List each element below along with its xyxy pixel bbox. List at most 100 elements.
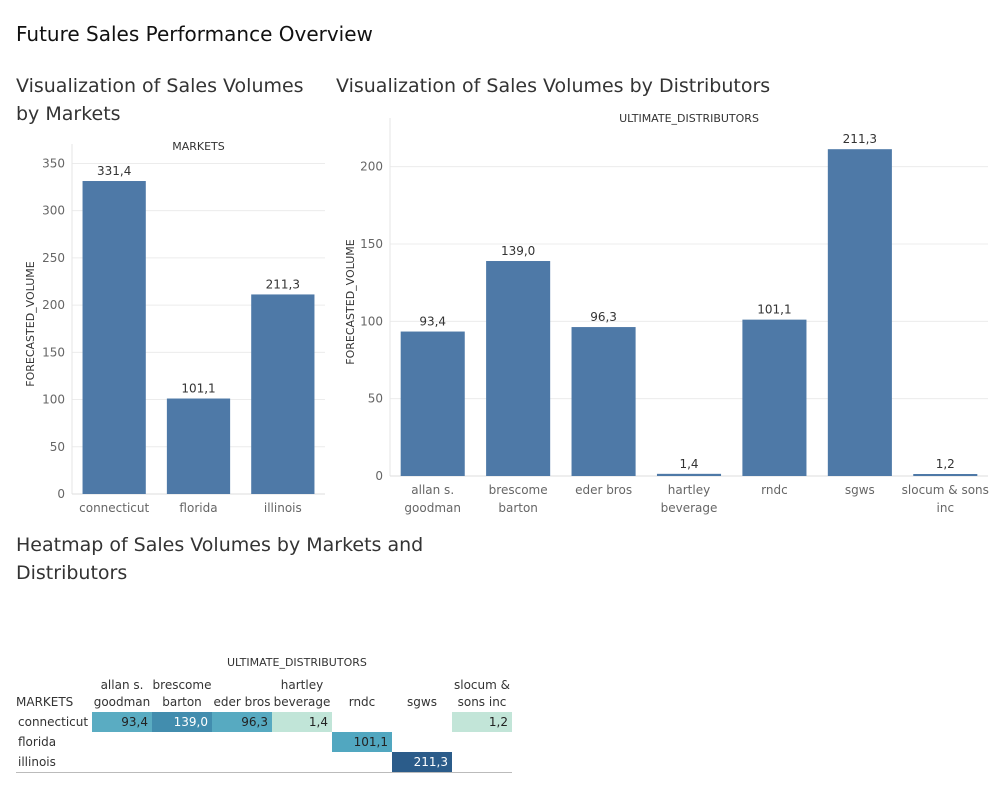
- bar[interactable]: [827, 149, 892, 476]
- heatmap-column-label-line: eder bros: [213, 695, 271, 709]
- y-tick-label: 250: [42, 251, 65, 265]
- heatmap-column-label-line: barton: [162, 695, 202, 709]
- heatmap-cell: [452, 732, 512, 752]
- heatmap-cell: [152, 752, 212, 773]
- heatmap-cell[interactable]: 211,3: [392, 752, 452, 773]
- heatmap-title-line2: Distributors: [16, 562, 128, 584]
- x-category-label: illinois: [264, 501, 302, 515]
- x-category-label: sgws: [845, 483, 875, 497]
- heatmap-row-label: florida: [18, 735, 57, 749]
- x-category-label-line: florida: [179, 501, 217, 515]
- heatmap-column-label: sgws: [392, 677, 452, 712]
- heatmap-cell[interactable]: 93,4: [92, 712, 152, 732]
- bar[interactable]: [486, 261, 551, 476]
- heatmap-cell: [332, 712, 392, 732]
- heatmap-cell[interactable]: 139,0: [152, 712, 212, 732]
- bar[interactable]: [656, 473, 722, 476]
- x-category-label-line: barton: [498, 501, 538, 515]
- heatmap-column-label-line: allan s.: [100, 678, 144, 692]
- x-category-label-line: connecticut: [79, 501, 149, 515]
- markets-chart-title-line1: Visualization of Sales Volumes: [16, 75, 304, 97]
- bar-value-label: 96,3: [590, 310, 617, 324]
- distributors-bar-chart: ULTIMATE_DISTRIBUTORS FORECASTED_VOLUME 0 5…: [344, 112, 989, 515]
- bar-value-label: 331,4: [97, 164, 131, 178]
- x-category-label-line: eder bros: [575, 483, 632, 497]
- y-tick-label: 50: [50, 440, 65, 454]
- x-category-label-line: allan s.: [411, 483, 454, 497]
- chart-1-header: ULTIMATE_DISTRIBUTORS: [619, 112, 759, 125]
- heatmap-column-label: brescome barton: [152, 677, 212, 712]
- bar-value-label: 1,4: [679, 457, 698, 471]
- heatmap-row: connecticut 93,4 139,0 96,3 1,4 1,2: [16, 712, 512, 732]
- markets-bar-chart: MARKETS FORECASTED_VOLUME 0 50 100 150 200 250 3…: [24, 140, 325, 515]
- heatmap-cell: [332, 752, 392, 773]
- markets-chart-title: Visualization of Sales Volumes by Market…: [16, 72, 304, 128]
- y-tick-label: 300: [42, 204, 65, 218]
- bar[interactable]: [82, 181, 146, 494]
- heatmap-column-label-line: sgws: [407, 695, 437, 709]
- heatmap-column-label: rndc: [332, 677, 392, 712]
- bar[interactable]: [400, 331, 465, 476]
- heatmap-cell: [212, 752, 272, 773]
- x-category-label: florida: [179, 501, 217, 515]
- heatmap-row: florida 101,1: [16, 732, 512, 752]
- heatmap-row-label: connecticut: [18, 715, 89, 729]
- heatmap-column-label-line: rndc: [348, 695, 376, 709]
- bar[interactable]: [742, 319, 807, 476]
- bar-value-label: 93,4: [419, 315, 446, 329]
- heatmap-row: illinois 211,3: [16, 752, 512, 773]
- chart-0-header: MARKETS: [172, 140, 225, 153]
- heatmap-cell[interactable]: 1,4: [272, 712, 332, 732]
- y-tick-label: 200: [360, 160, 383, 174]
- bar[interactable]: [913, 474, 978, 476]
- page-title: Future Sales Performance Overview: [16, 22, 373, 46]
- bar[interactable]: [166, 398, 231, 494]
- heatmap-column-label-line: hartley: [280, 678, 324, 692]
- bar-value-label: 101,1: [181, 382, 215, 396]
- heatmap-cell: [272, 732, 332, 752]
- bar-value-label: 101,1: [757, 303, 791, 317]
- heatmap-cell: [92, 752, 152, 773]
- x-category-label: slocum & sons inc: [902, 483, 989, 515]
- x-category-label-line: brescome: [489, 483, 548, 497]
- x-category-label-line: slocum & sons: [902, 483, 989, 497]
- x-category-label: brescome barton: [489, 483, 548, 515]
- y-tick-label: 0: [57, 487, 65, 501]
- bar-value-label: 211,3: [843, 132, 877, 146]
- heatmap-column-label-line: sons inc: [457, 695, 507, 709]
- bar-value-label: 139,0: [501, 244, 535, 258]
- bar[interactable]: [571, 327, 636, 476]
- y-tick-label: 150: [360, 237, 383, 251]
- bar-value-label: 1,2: [936, 457, 955, 471]
- y-tick-label: 100: [42, 393, 65, 407]
- y-tick-label: 100: [360, 314, 383, 328]
- heatmap-cell: [92, 732, 152, 752]
- x-category-label-line: beverage: [661, 501, 718, 515]
- heatmap-cell[interactable]: 96,3: [212, 712, 272, 732]
- heatmap-column-label-line: brescome: [152, 678, 212, 692]
- x-category-label: rndc: [761, 483, 788, 497]
- heatmap-title: Heatmap of Sales Volumes by Markets and …: [16, 531, 423, 587]
- y-tick-label: 50: [368, 392, 383, 406]
- heatmap-title-line1: Heatmap of Sales Volumes by Markets and: [16, 534, 424, 556]
- heatmap-column-label: allan s. goodman: [92, 677, 152, 712]
- x-category-label-line: rndc: [761, 483, 788, 497]
- y-tick-label: 150: [42, 345, 65, 359]
- heatmap-cell: [212, 732, 272, 752]
- heatmap-column-header-title: ULTIMATE_DISTRIBUTORS: [227, 656, 367, 669]
- x-category-label: allan s. goodman: [404, 483, 461, 515]
- heatmap-cell[interactable]: 101,1: [332, 732, 392, 752]
- heatmap-column-label-line: slocum &: [454, 678, 510, 692]
- bar[interactable]: [251, 294, 315, 494]
- heatmap-cell: [452, 752, 512, 773]
- chart-0-y-axis-title: FORECASTED_VOLUME: [24, 261, 37, 387]
- heatmap-cell: [392, 712, 452, 732]
- heatmap-cell: [272, 752, 332, 773]
- markets-chart-title-line2: by Markets: [16, 103, 121, 125]
- x-category-label-line: hartley: [668, 483, 710, 497]
- heatmap-column-label: slocum & sons inc: [452, 677, 512, 712]
- heatmap-cell[interactable]: 1,2: [452, 712, 512, 732]
- heatmap-column-label-line: beverage: [273, 695, 331, 709]
- heatmap-table: MARKETS allan s. goodman brescome barton eder…: [16, 677, 512, 773]
- x-category-label-line: illinois: [264, 501, 302, 515]
